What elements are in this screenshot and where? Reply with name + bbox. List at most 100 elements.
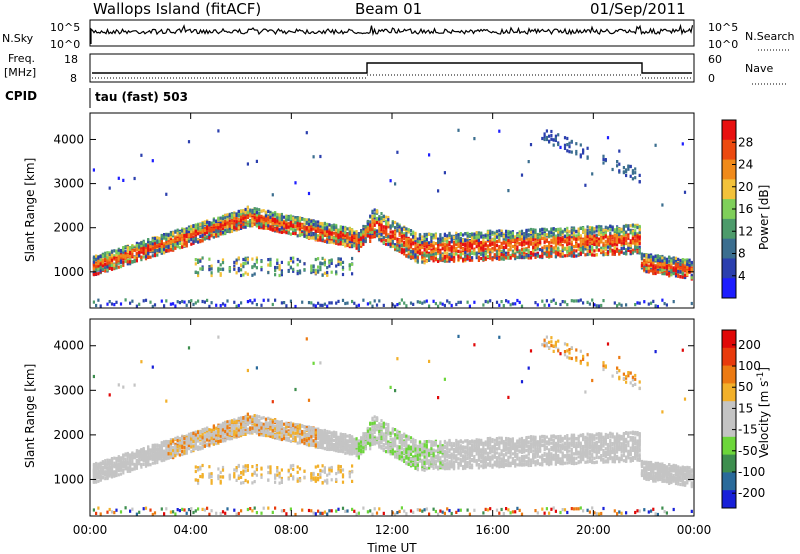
power-cell	[305, 131, 308, 135]
power-cell	[92, 267, 95, 271]
power-cell	[557, 242, 560, 246]
power-cell	[582, 243, 585, 247]
power-cell	[525, 254, 528, 258]
power-cell	[591, 227, 594, 231]
power-cell	[285, 218, 288, 222]
power-cell	[511, 234, 514, 238]
power-cell	[650, 255, 653, 259]
power-cell	[418, 252, 422, 256]
power-cell	[466, 234, 469, 238]
power-cell	[192, 302, 195, 307]
power-cell	[326, 226, 329, 230]
power-cell	[115, 300, 118, 304]
power-cell	[529, 242, 533, 246]
power-cell	[95, 263, 98, 267]
power-cell	[625, 173, 628, 178]
power-cell	[106, 261, 109, 265]
power-cell	[561, 232, 564, 236]
power-cell	[559, 238, 562, 242]
power-cell	[267, 226, 270, 230]
power-cell	[289, 299, 292, 303]
power-cell	[375, 234, 379, 238]
power-cell	[208, 231, 211, 236]
power-cell	[579, 241, 582, 245]
power-cell	[380, 225, 383, 229]
power-cell	[267, 271, 270, 275]
power-cell	[539, 235, 542, 239]
power-cell	[219, 220, 222, 224]
power-cell	[269, 257, 272, 261]
power-cell	[323, 221, 326, 225]
power-cell	[430, 243, 433, 247]
power-cell	[97, 261, 100, 265]
power-cell	[206, 298, 209, 302]
power-cell	[602, 157, 605, 161]
power-cell	[348, 230, 351, 234]
power-cell	[477, 232, 480, 236]
power-cell	[147, 251, 150, 255]
power-cell	[473, 232, 476, 236]
power-cell	[570, 243, 573, 247]
power-cell	[258, 216, 261, 220]
power-cell	[532, 235, 535, 240]
power-cell	[115, 253, 118, 257]
power-cell	[634, 171, 637, 175]
power-cell	[142, 251, 145, 255]
power-cell	[423, 261, 426, 265]
power-cell	[511, 302, 514, 306]
power-cell	[360, 242, 363, 246]
power-cell	[625, 230, 628, 234]
power-cell	[271, 225, 274, 229]
power-cell	[432, 299, 435, 303]
power-cell	[414, 247, 417, 251]
power-cell	[199, 238, 202, 242]
power-cell	[373, 214, 376, 218]
power-cell	[428, 258, 431, 262]
power-cell	[326, 236, 329, 240]
power-cell	[595, 304, 598, 308]
power-cell	[548, 230, 551, 234]
power-cell	[321, 228, 324, 232]
power-cell	[491, 232, 494, 236]
power-cell	[303, 230, 306, 234]
power-cell	[337, 228, 340, 232]
power-cell	[425, 259, 428, 263]
power-cell	[149, 300, 152, 304]
power-cell	[416, 259, 419, 263]
power-cell	[439, 257, 442, 261]
power-cell	[439, 253, 442, 257]
power-cell	[380, 231, 383, 235]
power-cell	[373, 234, 376, 238]
power-cell	[221, 231, 225, 235]
power-cell	[570, 228, 573, 233]
power-cell	[187, 239, 191, 243]
power-cell	[276, 227, 279, 231]
power-cell	[425, 242, 428, 246]
power-cell	[355, 244, 358, 248]
power-cell	[280, 269, 283, 273]
power-cell	[339, 229, 342, 233]
power-cell	[167, 239, 170, 243]
power-cell	[221, 258, 225, 262]
power-cell	[117, 255, 120, 259]
power-cell	[563, 300, 567, 304]
power-cell	[602, 243, 605, 247]
power-cell	[251, 257, 254, 261]
power-cell	[235, 216, 238, 220]
power-cell	[622, 170, 625, 174]
power-cell	[366, 231, 369, 235]
power-cell	[609, 247, 612, 251]
station-title: Wallops Island (fitACF)	[93, 0, 261, 18]
power-cell	[328, 240, 331, 244]
power-cell	[498, 248, 501, 252]
power-cell	[242, 261, 245, 266]
power-cell	[337, 257, 340, 261]
power-cell	[407, 230, 410, 234]
power-cell	[194, 236, 197, 240]
power-cell	[432, 252, 435, 256]
power-cell	[244, 223, 247, 227]
power-cell	[228, 266, 231, 271]
power-cell	[251, 265, 254, 270]
power-cell	[604, 243, 607, 247]
power-cell	[221, 261, 225, 265]
